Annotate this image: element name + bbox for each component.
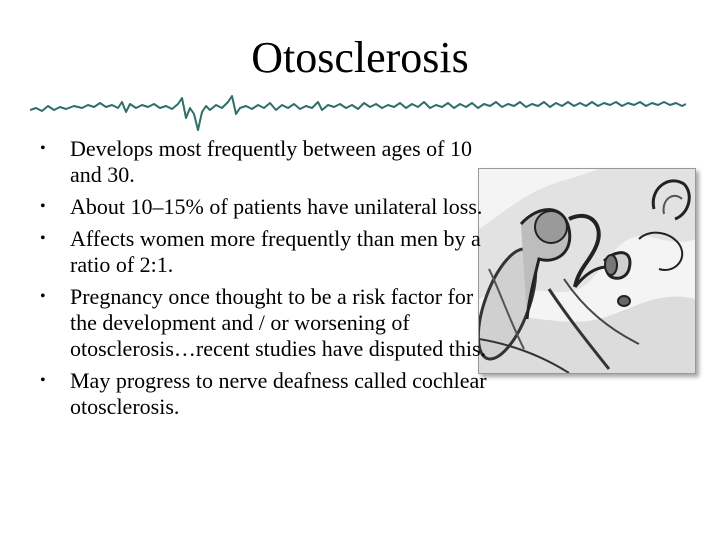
bullet-marker: • bbox=[40, 288, 46, 305]
ear-anatomy-illustration bbox=[478, 168, 696, 374]
bullet-text: Affects women more frequently than men b… bbox=[70, 226, 481, 277]
bullet-marker: • bbox=[40, 230, 46, 247]
slide-title: Otosclerosis bbox=[251, 33, 469, 82]
bullet-text: About 10–15% of patients have unilateral… bbox=[70, 194, 483, 219]
bullet-list: • Develops most frequently between ages … bbox=[40, 136, 490, 426]
bullet-item: • May progress to nerve deafness called … bbox=[40, 368, 490, 420]
waveform-divider bbox=[30, 95, 686, 131]
bullet-item: • About 10–15% of patients have unilater… bbox=[40, 194, 490, 220]
bullet-item: • Develops most frequently between ages … bbox=[40, 136, 490, 188]
ear-anatomy-drawing bbox=[479, 169, 695, 373]
bullet-marker: • bbox=[40, 140, 46, 157]
bullet-marker: • bbox=[40, 198, 46, 215]
bullet-item: • Affects women more frequently than men… bbox=[40, 226, 490, 278]
bullet-text: May progress to nerve deafness called co… bbox=[70, 368, 487, 419]
bullet-marker: • bbox=[40, 372, 46, 389]
bullet-item: • Pregnancy once thought to be a risk fa… bbox=[40, 284, 490, 362]
bullet-text: Develops most frequently between ages of… bbox=[70, 136, 472, 187]
bullet-text: Pregnancy once thought to be a risk fact… bbox=[70, 284, 487, 361]
